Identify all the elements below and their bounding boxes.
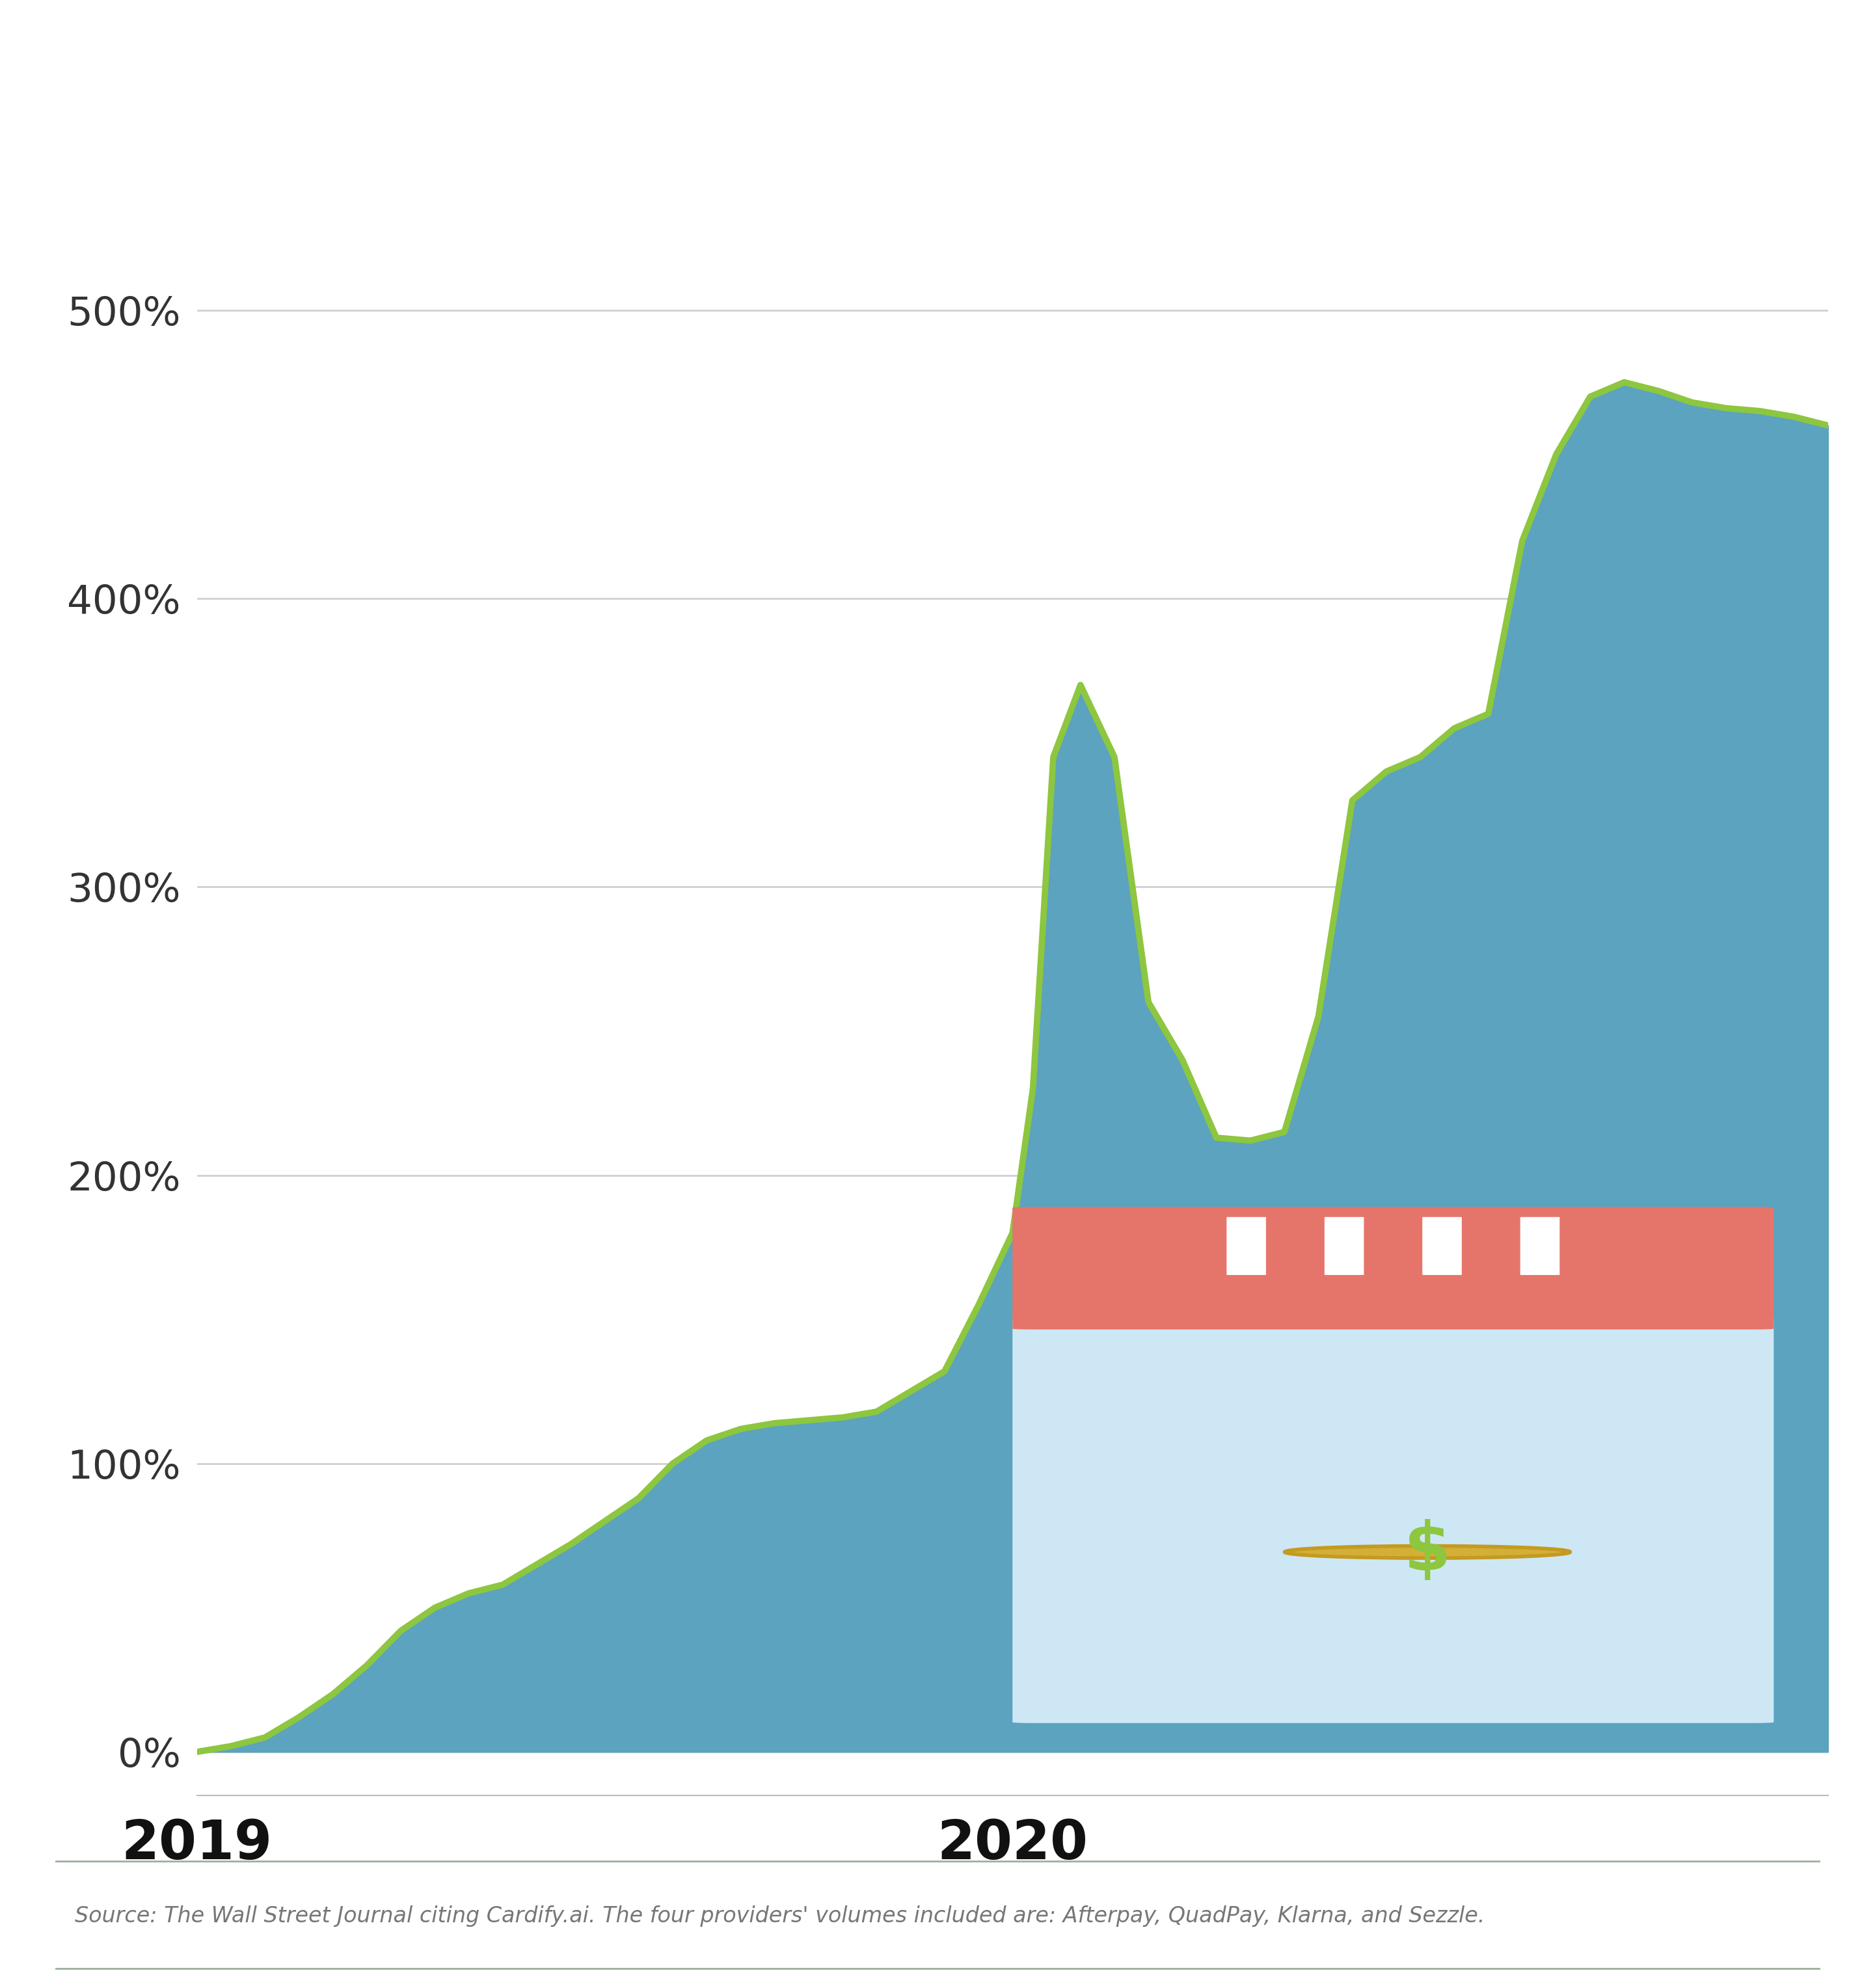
FancyBboxPatch shape (1324, 1217, 1363, 1274)
Text: Source: The Wall Street Journal citing Cardify.ai. The four providers' volumes i: Source: The Wall Street Journal citing C… (75, 1906, 1485, 1926)
FancyBboxPatch shape (1226, 1217, 1266, 1274)
FancyBboxPatch shape (1013, 1207, 1774, 1330)
FancyBboxPatch shape (1423, 1217, 1462, 1274)
FancyBboxPatch shape (1521, 1217, 1560, 1274)
FancyBboxPatch shape (1013, 1318, 1774, 1724)
Circle shape (1284, 1547, 1569, 1559)
Text: CHANGE IN U.S. BNPL GROSS MERCHANDISE VOL. SINCE 2019: CHANGE IN U.S. BNPL GROSS MERCHANDISE VO… (90, 44, 1785, 91)
Text: $: $ (1404, 1519, 1451, 1584)
